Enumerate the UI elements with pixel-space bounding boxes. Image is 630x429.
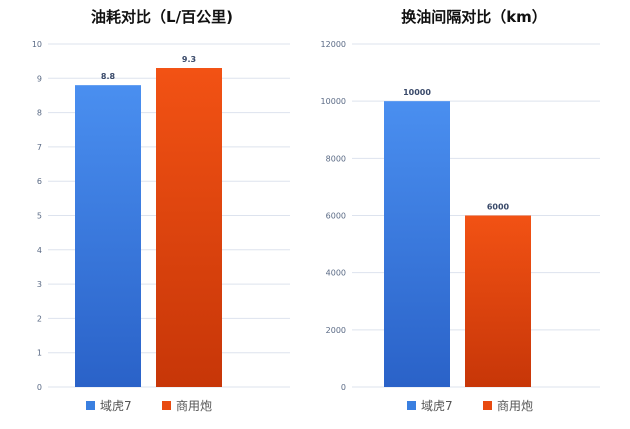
chart-2-data-label-1: 10000 bbox=[403, 88, 431, 97]
chart-1-y-tick-label: 7 bbox=[37, 143, 42, 152]
chart-2-y-tick-label: 2000 bbox=[326, 326, 346, 335]
chart-2-y-tick-label: 10000 bbox=[321, 97, 346, 106]
chart-2-title: 换油间隔对比（km） bbox=[401, 8, 547, 26]
chart-1-legend-swatch-1 bbox=[86, 401, 95, 410]
chart-1-y-tick-label: 10 bbox=[32, 40, 42, 49]
chart-2-y-tick-label: 0 bbox=[341, 383, 346, 392]
chart-1-y-tick-label: 3 bbox=[37, 280, 42, 289]
chart-2-legend-label-2: 商用炮 bbox=[497, 398, 533, 413]
chart-1-y-tick-label: 1 bbox=[37, 349, 42, 358]
chart-1-y-tick-label: 2 bbox=[37, 314, 42, 323]
chart-2-data-label-2: 6000 bbox=[487, 203, 510, 212]
chart-1-data-label-2: 9.3 bbox=[182, 55, 196, 64]
chart-2-legend-swatch-1 bbox=[407, 401, 416, 410]
chart-2-legend-swatch-2 bbox=[483, 401, 492, 410]
chart-2-y-tick-label: 4000 bbox=[326, 269, 346, 278]
chart-1-y-tick-label: 6 bbox=[37, 177, 42, 186]
chart-1-y-tick-label: 4 bbox=[37, 246, 42, 255]
chart-2: 换油间隔对比（km） 0 2000 4000 6000 8000 10000 12000 100… bbox=[321, 8, 600, 413]
chart-1-title: 油耗对比（L/百公里) bbox=[91, 8, 233, 26]
chart-1-data-label-1: 8.8 bbox=[101, 72, 116, 81]
chart-1-bar-1 bbox=[75, 85, 141, 387]
chart-1: 油耗对比（L/百公里) 0 1 2 3 4 5 6 7 8 9 10 8.8 9.3 域虎7 商用炮 bbox=[32, 8, 290, 413]
chart-2-y-tick-label: 6000 bbox=[326, 212, 346, 221]
chart-2-legend-label-1: 域虎7 bbox=[421, 399, 453, 413]
chart-2-y-tick-label: 12000 bbox=[321, 40, 346, 49]
chart-1-y-tick-label: 8 bbox=[37, 109, 42, 118]
chart-1-y-tick-label: 9 bbox=[37, 74, 42, 83]
chart-1-legend-label-1: 域虎7 bbox=[100, 399, 132, 413]
chart-1-y-tick-label: 0 bbox=[37, 383, 42, 392]
chart-1-y-tick-label: 5 bbox=[37, 212, 42, 221]
chart-1-legend-label-2: 商用炮 bbox=[176, 398, 212, 413]
chart-1-legend-swatch-2 bbox=[162, 401, 171, 410]
chart-1-bar-2 bbox=[156, 68, 222, 387]
chart-2-bar-1 bbox=[384, 101, 450, 388]
chart-2-y-tick-label: 8000 bbox=[326, 154, 346, 163]
chart-2-bar-2 bbox=[465, 215, 531, 387]
